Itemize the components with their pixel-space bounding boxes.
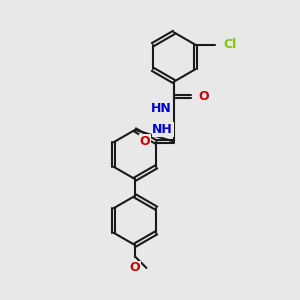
Text: NH: NH	[152, 123, 173, 136]
Text: Cl: Cl	[223, 38, 236, 51]
Text: O: O	[198, 90, 208, 103]
Text: O: O	[130, 261, 140, 274]
Text: HN: HN	[151, 102, 172, 115]
Text: O: O	[140, 135, 150, 148]
